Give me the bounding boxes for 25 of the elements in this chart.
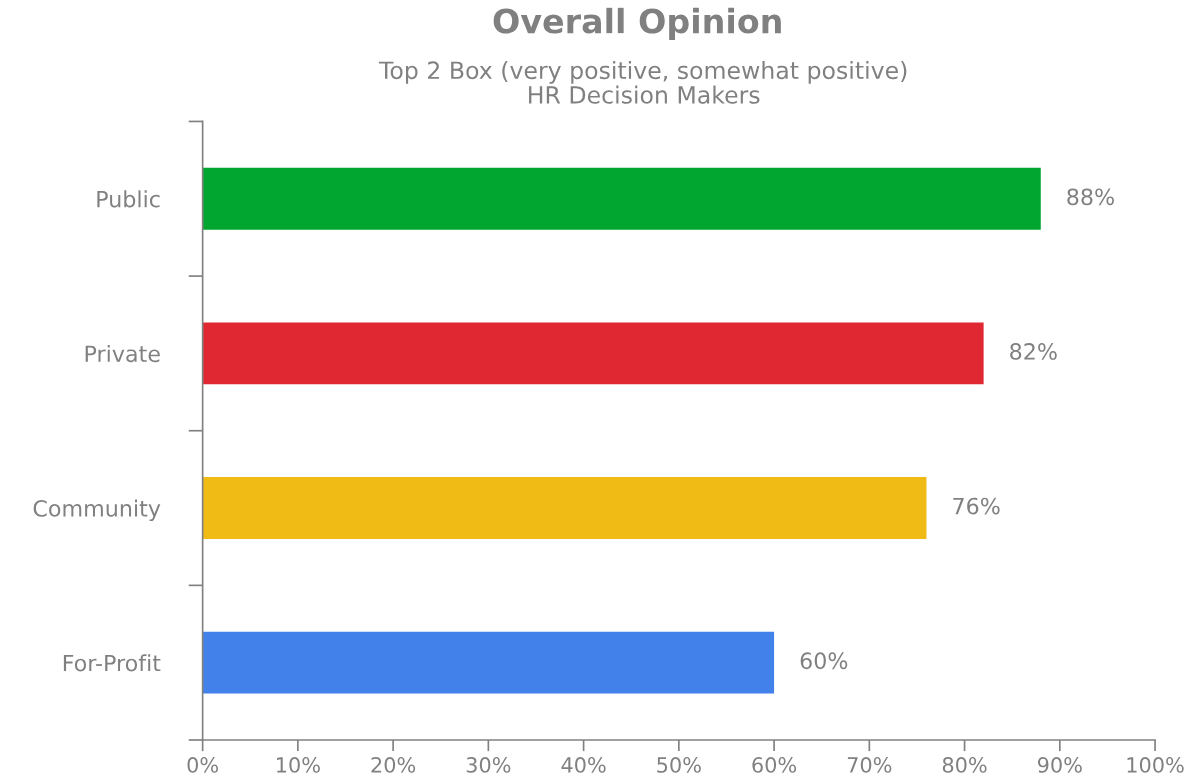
data-label: 82% (1010, 343, 1057, 360)
x-tick-label: 50% (657, 757, 701, 773)
bar (202, 477, 927, 539)
chart-subtitle: Top 2 Box (very positive, somewhat positive) HR Decision Makers (378, 60, 907, 104)
y-tick-label: Private (85, 344, 160, 363)
x-tick-label: 30% (466, 757, 511, 773)
bar (202, 167, 1041, 230)
chart-title: Overall Opinion (493, 7, 781, 41)
data-label: 88% (1067, 188, 1114, 206)
x-tick-label: 40% (561, 757, 606, 773)
x-tick-label: 100% (1127, 757, 1184, 773)
bar (202, 631, 775, 694)
y-tick-label: Community (33, 499, 161, 522)
bar (202, 322, 984, 385)
data-label: 60% (800, 652, 848, 670)
y-tick-label: Public (97, 190, 160, 208)
x-tick-label: 80% (942, 757, 987, 773)
x-tick-label: 90% (1037, 757, 1082, 773)
data-label: 76% (953, 497, 1000, 515)
x-tick-label: 60% (752, 757, 797, 773)
x-tick-label: 10% (277, 757, 320, 773)
x-tick-label: 20% (371, 757, 416, 773)
x-tick-label: 70% (847, 757, 892, 773)
x-tick-label: 0% (187, 757, 219, 773)
y-tick-label: For-Profit (63, 654, 161, 672)
